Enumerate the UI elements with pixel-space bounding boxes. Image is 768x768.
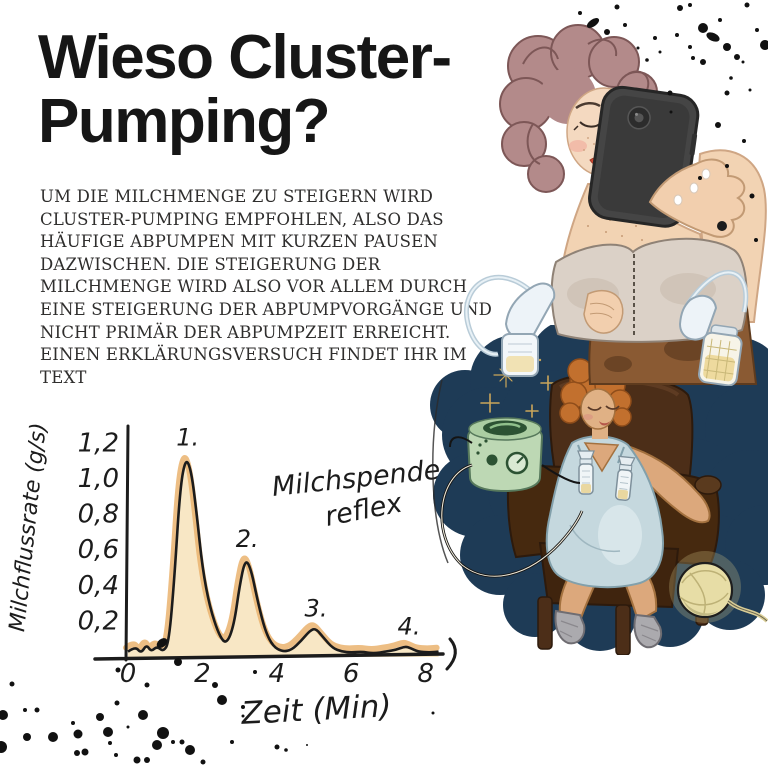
chest-bottle <box>614 455 636 501</box>
fingernail <box>689 182 699 194</box>
y-tick-label: 0,4 <box>78 571 119 601</box>
y-axis-title: Milchflussrate (g/s) <box>5 422 52 633</box>
pump-funnel <box>678 294 718 341</box>
yarn-ball <box>669 551 768 623</box>
y-tick-label: 0,6 <box>78 535 119 565</box>
lips <box>599 421 610 426</box>
x-axis-title: Zeit (Min) <box>240 688 393 732</box>
fingernail <box>701 168 711 180</box>
x-axis-arrow <box>445 637 457 671</box>
page-title-line2: Pumping? <box>38 87 331 156</box>
right-pump-assembly <box>678 270 749 386</box>
peak-label: 2. <box>236 525 259 553</box>
y-tick-label: 0,2 <box>78 606 119 636</box>
chest-bottle <box>577 450 595 495</box>
page-title: Wieso Cluster- Pumping? <box>38 26 558 154</box>
ink-splatter-bottom <box>0 638 435 765</box>
x-tick-label: 6 <box>343 659 360 689</box>
ink-splatter-top <box>578 2 768 242</box>
sock <box>554 609 586 645</box>
left-pump-assembly <box>464 274 556 377</box>
flow-curve-fill <box>128 462 439 657</box>
y-tick-label: 1,0 <box>78 464 119 494</box>
selfie-illustration <box>464 24 767 386</box>
sock <box>633 613 662 649</box>
hand-holding-phone <box>648 158 746 238</box>
x-tick-label: 4 <box>269 659 286 689</box>
hand-on-bra <box>583 289 624 334</box>
blush <box>569 140 587 152</box>
selfie-woman <box>464 24 767 386</box>
flow-curve <box>127 460 439 655</box>
pump-knob <box>486 454 498 466</box>
y-tick-label: 1,2 <box>78 428 119 458</box>
arm <box>624 445 711 524</box>
x-axis <box>93 652 445 661</box>
x-tick-label: 2 <box>194 659 211 689</box>
sketch-stroke <box>432 379 449 564</box>
fingernail <box>673 194 683 206</box>
peak-label: 1. <box>176 424 199 452</box>
y-tick-label: 0,8 <box>78 500 119 530</box>
pump-tube <box>541 464 581 484</box>
intro-paragraph: UM DIE MILCHMENGE ZU STEIGERN WIRD CLUST… <box>40 187 493 387</box>
page-title-line1: Wieso Cluster- <box>38 23 452 92</box>
breast-pump-machine <box>440 417 584 578</box>
milk-flow-chart: 1,2 1,0 0,8 0,6 0,4 0,20 2 4 6 8 1. 2. 3. 4. Zeit (Min… <box>5 422 457 732</box>
peak-label: 4. <box>398 612 421 640</box>
pump-funnel <box>504 282 556 340</box>
resting-woman <box>545 357 711 649</box>
hair-curl-lines <box>522 38 650 165</box>
dark-nail <box>717 221 727 231</box>
sock-ribs <box>559 620 659 642</box>
closed-eyes <box>587 405 620 411</box>
y-axis <box>124 424 130 662</box>
x-tick-label: 0 <box>120 659 137 689</box>
peak-label: 3. <box>305 595 328 623</box>
x-tick-label: 8 <box>417 659 434 689</box>
